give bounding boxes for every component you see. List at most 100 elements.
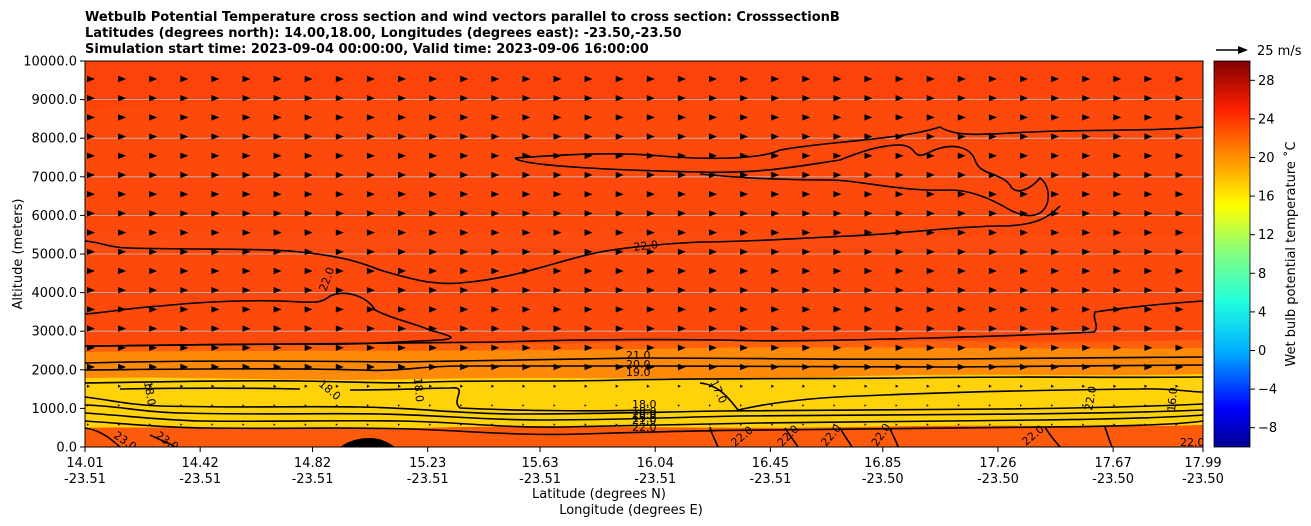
wind-vector-arrow: [709, 306, 717, 313]
wind-vector-arrow: [677, 423, 680, 426]
wind-vector-arrow: [491, 229, 500, 236]
wind-vector-arrow: [366, 267, 375, 275]
wind-vector-arrow: [584, 114, 593, 121]
wind-vector-arrow: [398, 287, 406, 294]
wind-vector-arrow: [584, 75, 593, 83]
wind-vector-arrow: [1020, 171, 1028, 179]
wind-vector-arrow: [864, 210, 873, 217]
wind-vector-arrow: [895, 384, 899, 388]
wind-vector-arrow: [709, 248, 717, 255]
wind-vector-arrow: [273, 248, 282, 255]
wind-vector-arrow: [646, 363, 655, 371]
wind-vector-arrow: [957, 95, 966, 102]
wind-vector-arrow: [957, 287, 966, 294]
wind-vector-arrow: [460, 404, 463, 407]
colorbar-tick-label: 12: [1258, 228, 1275, 243]
wind-vector-arrow: [802, 384, 806, 388]
wind-vector-arrow: [211, 171, 220, 179]
wind-vector-arrow: [1051, 325, 1060, 332]
wind-vector-arrow: [1175, 423, 1178, 426]
wind-vector-arrow: [273, 171, 282, 179]
wind-vector-arrow: [522, 191, 531, 198]
wind-vector-arrow: [1144, 384, 1148, 388]
wind-vector-arrow: [1144, 363, 1153, 371]
wind-vector-arrow: [677, 384, 681, 388]
wind-vector-arrow: [429, 404, 432, 407]
wind-vector-arrow: [180, 210, 189, 217]
wind-vector-arrow: [1113, 363, 1122, 371]
wind-vector-arrow: [1175, 75, 1184, 83]
wind-vector-arrow: [1020, 210, 1028, 217]
wind-vector-arrow: [677, 306, 686, 313]
wind-vector-arrow: [802, 114, 811, 121]
wind-vector-arrow: [522, 344, 531, 351]
wind-vector-arrow: [522, 363, 531, 371]
wind-vector-arrow: [895, 248, 904, 255]
wind-vector-arrow: [491, 210, 500, 217]
wind-vector-arrow: [398, 344, 406, 351]
wind-vector-arrow: [87, 248, 95, 255]
wind-vector-arrow: [926, 306, 935, 313]
wind-vector-arrow: [118, 363, 127, 371]
wind-vector-arrow: [1082, 325, 1091, 332]
wind-vector-arrow: [833, 229, 842, 236]
wind-vector-arrow: [553, 344, 562, 351]
wind-vector-arrow: [1082, 191, 1091, 198]
wind-vector-arrow: [988, 171, 997, 179]
wind-vector-arrow: [833, 267, 842, 275]
wind-vector-arrow: [242, 191, 251, 198]
wind-vector-arrow: [1144, 171, 1153, 179]
wind-vector-arrow: [895, 325, 904, 332]
wind-vector-arrow: [926, 363, 935, 371]
wind-vector-arrow: [926, 384, 930, 388]
wind-vector-arrow: [429, 423, 432, 426]
chart-title-line-2: Latitudes (degrees north): 14.00,18.00, …: [85, 26, 682, 41]
wind-vector-arrow: [926, 152, 935, 159]
wind-vector-arrow: [584, 171, 593, 179]
wind-vector-arrow: [740, 267, 749, 275]
wind-vector-arrow: [304, 191, 313, 198]
wind-vector-arrow: [833, 210, 842, 217]
wind-vector-arrow: [366, 306, 375, 313]
contour-label: 22.0: [632, 421, 657, 434]
wind-vector-arrow: [553, 191, 562, 198]
wind-vector-arrow: [1082, 114, 1091, 121]
wind-vector-arrow: [522, 133, 531, 140]
wind-vector-arrow: [1020, 325, 1028, 332]
wind-vector-arrow: [429, 306, 438, 313]
wind-vector-arrow: [242, 384, 246, 388]
wind-vector-arrow: [895, 75, 904, 83]
wind-vector-arrow: [677, 210, 686, 217]
wind-vector-arrow: [988, 95, 997, 102]
wind-vector-arrow: [304, 363, 313, 371]
wind-vector-arrow: [1175, 384, 1179, 388]
wind-vector-arrow: [1175, 95, 1184, 102]
wind-vector-arrow: [180, 229, 189, 236]
wind-vector-arrow: [242, 133, 251, 140]
wind-vector-arrow: [584, 152, 593, 159]
wind-vector-arrow: [1144, 248, 1153, 255]
wind-vector-arrow: [87, 114, 95, 121]
wind-vector-arrow: [988, 114, 997, 121]
wind-vector-arrow: [646, 248, 655, 255]
wind-vector-arrow: [366, 95, 375, 102]
x-tick-label-lon: -23.51: [634, 472, 676, 487]
contour-label: 20.0: [626, 358, 651, 371]
wind-vector-arrow: [1113, 191, 1122, 198]
wind-vector-arrow: [366, 363, 375, 371]
x-tick-label-lon: -23.50: [862, 472, 904, 487]
wind-vector-arrow: [242, 248, 251, 255]
wind-vector-arrow: [211, 363, 220, 371]
wind-vector-arrow: [429, 248, 438, 255]
wind-vector-arrow: [584, 423, 587, 426]
wind-vector-arrow: [615, 229, 624, 236]
y-tick-label: 1000.0: [32, 402, 78, 417]
wind-vector-arrow: [957, 152, 966, 159]
wind-vector-arrow: [242, 344, 251, 351]
wind-vector-arrow: [833, 191, 842, 198]
wind-vector-arrow: [584, 344, 593, 351]
wind-vector-arrow: [740, 248, 749, 255]
wind-vector-arrow: [398, 267, 406, 275]
wind-vector-arrow: [646, 306, 655, 313]
wind-vector-arrow: [553, 287, 562, 294]
